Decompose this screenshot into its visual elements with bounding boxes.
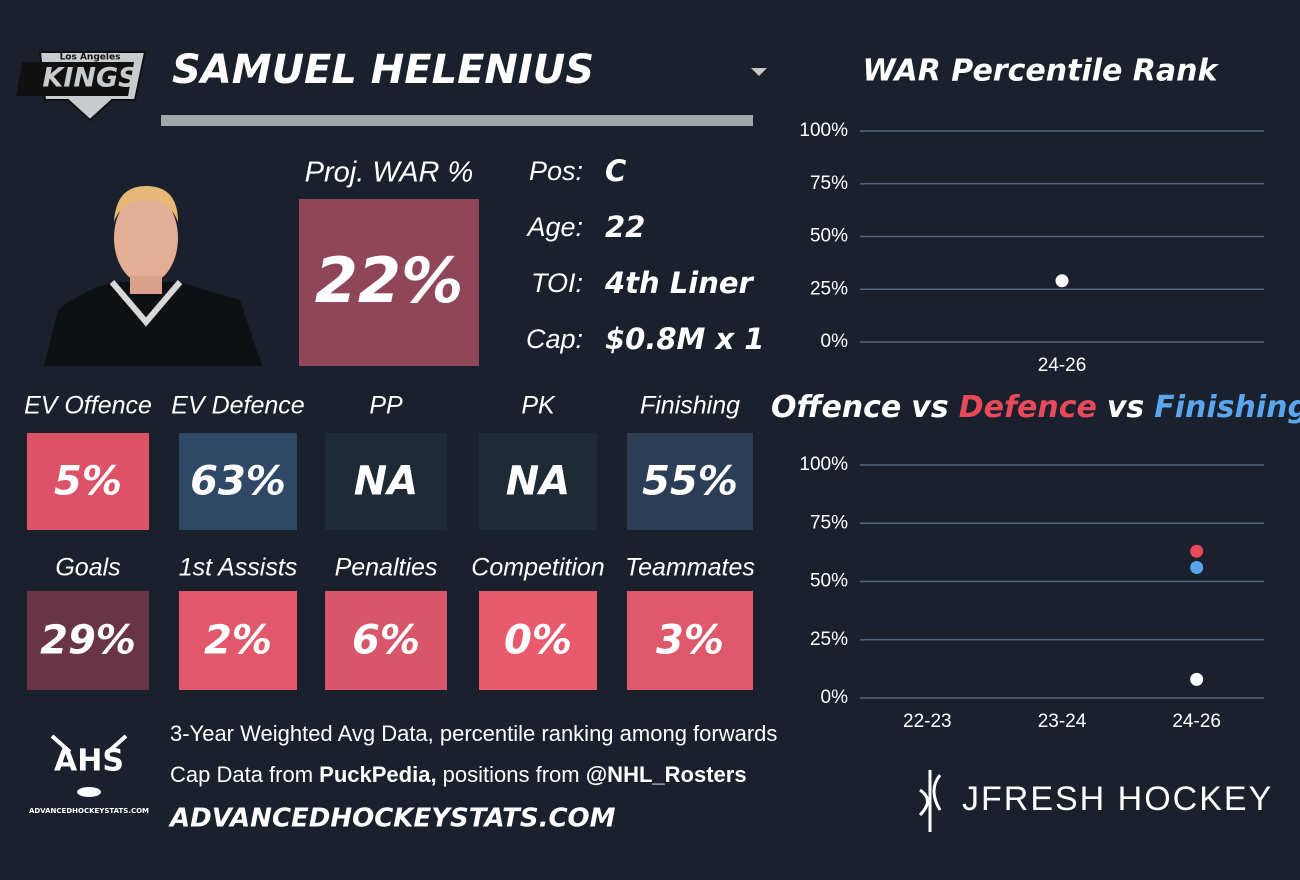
tile-value: NA [506,459,570,505]
chart-title: WAR Percentile Rank [863,54,1220,89]
y-tick-label: 0% [821,331,849,352]
tile-value: NA [354,459,418,505]
legend-entry: Defence [959,390,1097,425]
dropdown-arrow[interactable] [751,68,767,76]
tile-value: 63% [190,459,286,505]
tile-box [325,591,447,690]
ahs-logo-text: AHS [54,744,124,779]
tile-label: 1st Assists [179,554,298,582]
tile-box [627,591,753,690]
brand-logo [918,770,942,832]
proj-box [299,199,479,366]
info-label: Pos: [529,156,583,186]
footer-site: ADVANCEDHOCKEYSTATS.COM [168,804,616,834]
logo-city: Los Angeles [60,53,121,63]
player-name: SAMUEL HELENIUS [172,47,594,93]
ahs-logo-site: ADVANCEDHOCKEYSTATS.COM [29,807,149,815]
x-tick-label: 23-24 [1038,711,1087,732]
y-tick-label: 100% [799,120,848,141]
tile-box [479,433,597,530]
tile-label: Finishing [640,392,740,420]
info-label: Cap: [526,324,583,354]
divider-bar [161,115,753,126]
y-tick-label: 50% [810,571,848,592]
data-point [1190,561,1204,575]
tile-value: 6% [352,618,420,664]
title-joiner: vs [1107,390,1144,425]
y-tick-label: 100% [799,454,848,475]
tile-value: 3% [656,618,724,664]
tile-value: 55% [642,459,738,505]
data-point [1190,544,1204,558]
data-point [1190,672,1204,686]
info-value: C [605,154,626,188]
y-tick-label: 25% [810,278,848,299]
chart-title: Offence vs Defence vs Finishing [771,390,1300,425]
source-part: @NHL_Rosters [586,762,747,787]
tile-label: Competition [471,554,604,582]
tile-box [627,433,753,530]
footer-source: Cap Data from PuckPedia, positions from … [170,762,747,787]
info-value: 4th Liner [604,266,755,300]
source-part: positions from [437,762,586,787]
y-tick-label: 50% [810,226,848,247]
data-point [1055,274,1069,288]
proj-label: Proj. WAR % [305,157,474,189]
logo-name: KINGS [42,63,137,94]
brand-name: JFRESH HOCKEY [962,780,1273,818]
source-part: Cap Data from [170,762,319,787]
x-tick-label: 22-23 [903,711,952,732]
proj-value: 22% [315,244,463,317]
tile-label: EV Defence [171,392,304,420]
tile-value: 0% [504,618,572,664]
tile-box [479,591,597,690]
footer-note: 3-Year Weighted Avg Data, percentile ran… [170,721,777,746]
tile-value: 29% [40,618,136,664]
tile-box [179,433,297,530]
y-tick-label: 0% [821,687,849,708]
tile-label: PK [521,392,556,420]
info-value: 22 [605,210,645,244]
title-joiner: vs [911,390,948,425]
tile-label: PP [369,392,403,420]
info-label: Age: [525,212,583,242]
legend-entry: Finishing [1154,390,1300,425]
x-tick-label: 24-26 [1038,355,1087,376]
tile-label: Teammates [625,554,755,582]
team-logo: Los Angeles KINGS [16,51,147,122]
source-part: PuckPedia, [319,762,436,787]
info-label: TOI: [531,268,583,298]
tile-label: EV Offence [24,392,152,420]
x-tick-label: 24-26 [1172,711,1221,732]
ahs-logo: AHS ADVANCEDHOCKEYSTATS.COM [29,734,149,815]
tile-box [179,591,297,690]
y-tick-label: 75% [810,173,848,194]
y-tick-label: 75% [810,512,848,533]
tile-value: 5% [54,459,122,505]
y-tick-label: 25% [810,629,848,650]
tile-label: Penalties [335,554,438,582]
tile-box [27,591,149,690]
tile-box [325,433,447,530]
legend-entry: Offence [771,390,901,425]
tile-value: 2% [204,618,272,664]
tile-box [27,433,149,530]
tile-label: Goals [55,554,120,582]
player-photo [44,186,262,366]
info-value: $0.8M x 1 [605,322,765,356]
